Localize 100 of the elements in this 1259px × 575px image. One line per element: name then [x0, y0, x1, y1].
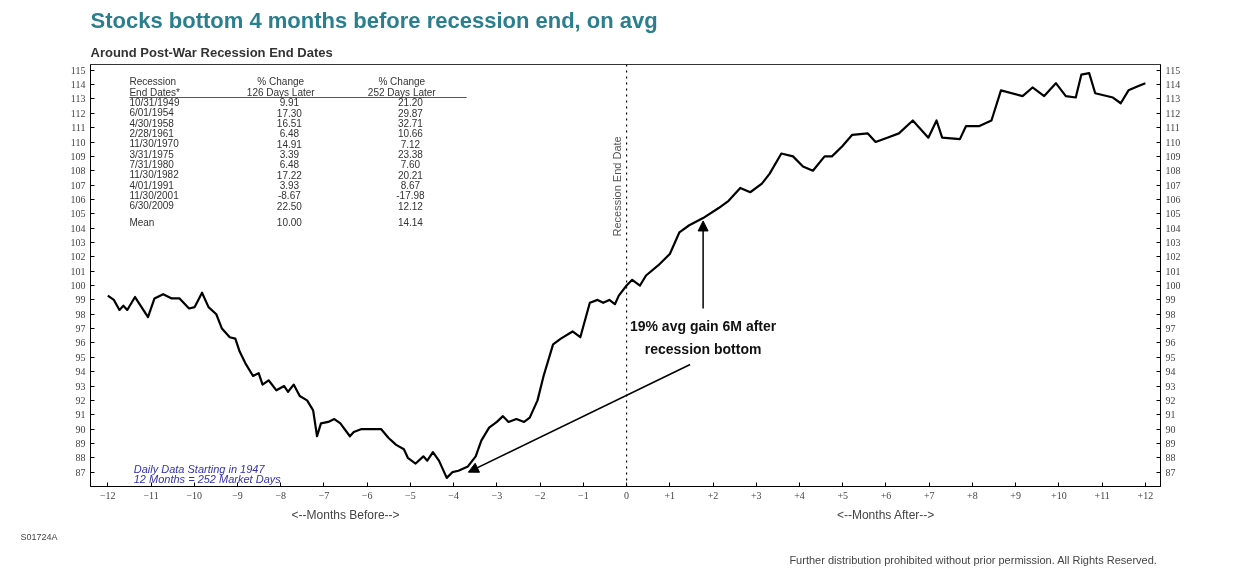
- y2-tick-label: 109: [1165, 150, 1181, 162]
- x-tick-label: +10: [1051, 489, 1067, 501]
- text: 6/30/2009 22.50 12.12: [129, 200, 423, 212]
- y-tick-label: 93: [75, 380, 86, 392]
- y-tick-label: 111: [71, 122, 86, 134]
- y2-tick-label: 91: [1165, 409, 1176, 421]
- x-tick-label: +5: [837, 489, 849, 501]
- x-tick-label: +12: [1137, 489, 1154, 501]
- y-tick-label: 99: [75, 294, 86, 306]
- y2-tick-label: 103: [1165, 236, 1181, 248]
- x-tick-label: −9: [232, 489, 243, 501]
- y-tick-label: 96: [75, 337, 86, 349]
- chart-title: Stocks bottom 4 months before recession end, on avg: [90, 7, 658, 33]
- y-tick-label: 91: [75, 409, 86, 421]
- y-tick-label: 105: [70, 208, 86, 220]
- x-tick-label: −2: [534, 489, 546, 501]
- y2-tick-label: 89: [1165, 437, 1176, 449]
- y-tick-label: 90: [75, 423, 86, 435]
- x-tick-label: −12: [99, 489, 116, 501]
- y-tick-label: 89: [75, 437, 86, 449]
- text: Mean 10.00 14.14: [129, 216, 423, 229]
- y2-tick-label: 90: [1165, 423, 1176, 435]
- y2-tick-label: 93: [1165, 380, 1176, 392]
- y-tick-label: 88: [75, 452, 86, 464]
- y-tick-label: 98: [75, 308, 86, 320]
- y2-tick-label: 101: [1165, 265, 1181, 277]
- x-tick-label: +4: [794, 489, 805, 501]
- x-tick-label: +11: [1094, 489, 1110, 501]
- x-tick-label: +2: [707, 489, 719, 501]
- text: Further distribution prohibited without prior permission. All Rights Reserved.: [789, 553, 1157, 566]
- y2-tick-label: 115: [1165, 64, 1181, 76]
- y-tick-label: 92: [75, 394, 86, 406]
- x-tick-label: +1: [664, 489, 676, 501]
- y-tick-label: 103: [70, 236, 86, 248]
- y-tick-label: 87: [75, 466, 86, 478]
- text: 11/30/1970 14.91 7.12: [129, 138, 421, 150]
- text: End Dates* 126 Days Later 252 Days Later: [129, 86, 436, 98]
- y2-tick-label: 102: [1165, 251, 1181, 263]
- y2-tick-label: 108: [1165, 165, 1181, 177]
- x-tick-label: +7: [923, 489, 935, 501]
- y2-tick-label: 106: [1165, 193, 1181, 205]
- y2-tick-label: 95: [1165, 351, 1176, 363]
- x-tick-label: 0: [624, 489, 630, 501]
- y-tick-label: 107: [70, 179, 86, 191]
- x-tick-label: −10: [186, 489, 203, 501]
- chart-subtitle: Around Post-War Recession End Dates: [90, 44, 333, 60]
- y-tick-label: 110: [70, 136, 86, 148]
- annotation: 19% avg gain 6M after recession bottom: [629, 317, 777, 357]
- y-tick-label: 97: [75, 323, 86, 335]
- x-tick-label: +9: [1010, 489, 1021, 501]
- y2-tick-label: 114: [1165, 79, 1181, 91]
- text: 11/30/1982 17.22 20.21: [129, 169, 423, 181]
- y2-tick-label: 97: [1165, 323, 1176, 335]
- y2-tick-label: 107: [1165, 179, 1181, 191]
- y-tick-label: 95: [75, 351, 86, 363]
- x-tick-label: −3: [491, 489, 503, 501]
- y2-tick-label: 110: [1165, 136, 1181, 148]
- text: 7/31/1980 6.48 7.60: [129, 158, 421, 171]
- y2-tick-label: 100: [1165, 280, 1181, 292]
- y2-tick-label: 88: [1165, 452, 1176, 464]
- text: S01724A: [20, 531, 58, 542]
- y2-tick-label: 104: [1165, 222, 1181, 234]
- y-tick-label: 109: [70, 150, 86, 162]
- y2-tick-label: 111: [1165, 122, 1180, 134]
- text: <--Months After-->: [836, 507, 935, 522]
- x-tick-label: −7: [318, 489, 330, 501]
- x-tick-label: −8: [275, 489, 287, 501]
- text: Recession % Change % Change: [129, 76, 426, 88]
- y-tick-label: 101: [70, 265, 86, 277]
- y2-tick-label: 92: [1165, 394, 1176, 406]
- y2-tick-label: 87: [1165, 466, 1176, 478]
- x-tick-label: −6: [361, 489, 373, 501]
- y-tick-label: 104: [70, 222, 86, 234]
- y-tick-label: 100: [70, 280, 86, 292]
- text: 4/01/1991 3.93 8.67: [129, 179, 421, 192]
- text: <--Months Before-->: [291, 507, 400, 522]
- y2-tick-label: 113: [1165, 93, 1181, 105]
- y-tick-label: 108: [70, 165, 86, 177]
- y-tick-label: 114: [70, 79, 86, 91]
- y-tick-label: 94: [75, 366, 86, 378]
- y2-tick-label: 99: [1165, 294, 1176, 306]
- text: 4/30/1958 16.51 32.71: [129, 117, 423, 130]
- y2-tick-label: 98: [1165, 308, 1176, 320]
- x-tick-label: −1: [578, 489, 589, 501]
- y-tick-label: 112: [70, 107, 86, 119]
- y2-tick-label: 105: [1165, 208, 1181, 220]
- text: 3/31/1975 3.39 23.38: [129, 148, 423, 161]
- y-tick-label: 102: [70, 251, 86, 263]
- text: 6/01/1954 17.30 29.87: [129, 107, 423, 119]
- x-tick-label: +3: [750, 489, 762, 501]
- x-tick-label: +8: [967, 489, 978, 501]
- x-tick-label: −11: [143, 489, 159, 501]
- text: 10/31/1949 9.91 21.20: [129, 96, 423, 109]
- y2-tick-label: 112: [1165, 107, 1181, 119]
- y-tick-label: 113: [70, 93, 86, 105]
- x-tick-label: −5: [405, 489, 416, 501]
- y2-tick-label: 94: [1165, 366, 1176, 378]
- y-tick-label: 106: [70, 193, 86, 205]
- y2-tick-label: 96: [1165, 337, 1176, 349]
- ref-line-label: Recession End Date: [610, 136, 623, 237]
